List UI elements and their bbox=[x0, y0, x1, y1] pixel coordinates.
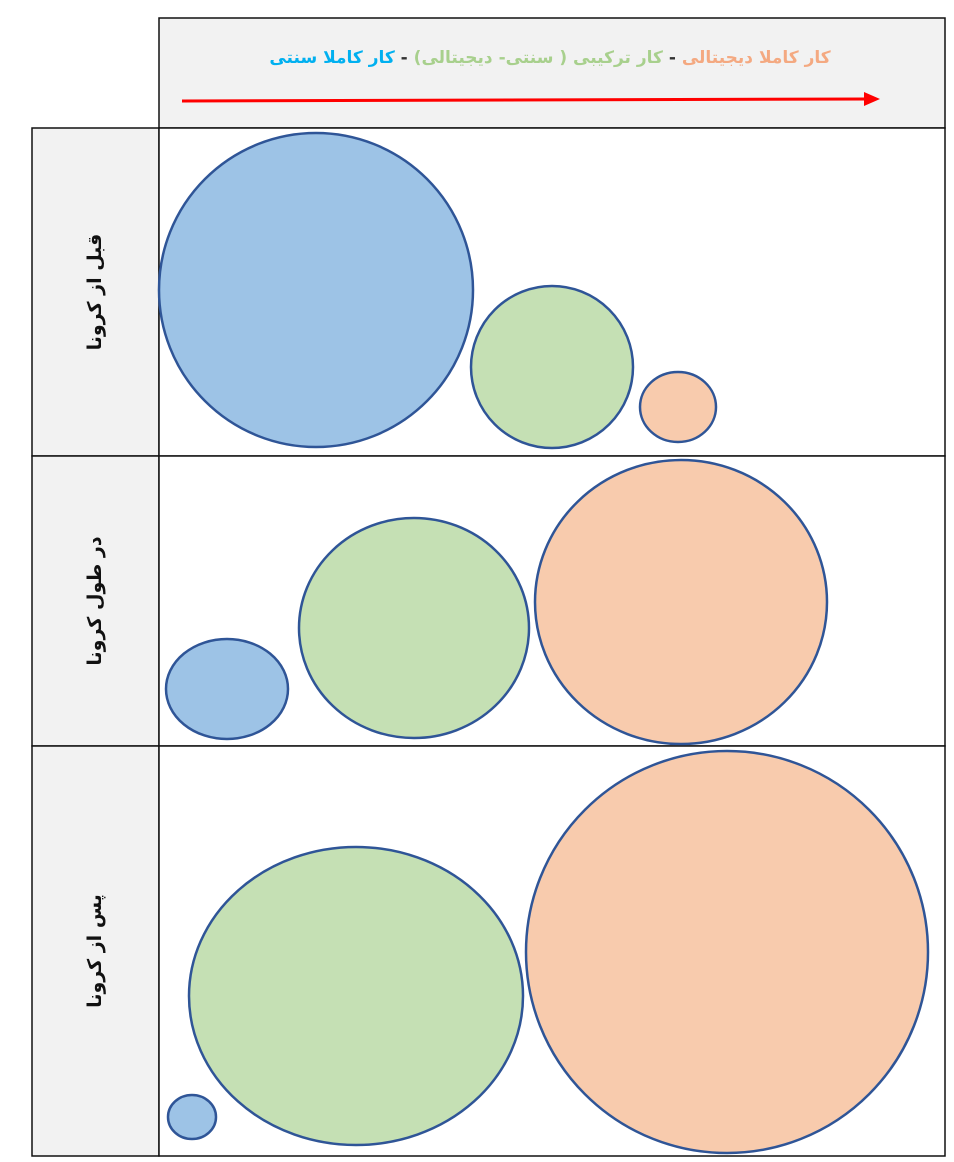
circle-during-traditional bbox=[164, 637, 290, 741]
header-cell bbox=[158, 17, 946, 129]
circle-during-digital bbox=[533, 458, 829, 746]
row-label-after: پس از کرونا bbox=[84, 894, 106, 1008]
circle-after-digital bbox=[524, 749, 930, 1155]
legend-hybrid: کار ترکیبی ( سنتی- دیجیتالی) bbox=[413, 48, 663, 68]
legend-separator: - bbox=[394, 48, 414, 68]
legend-header: کار کاملا دیجیتالی - کار ترکیبی ( سنتی- … bbox=[160, 38, 940, 78]
direction-arrow-line bbox=[181, 97, 869, 103]
label-cell-during bbox=[31, 455, 160, 747]
row-label-during: در طول کرونا bbox=[84, 536, 106, 666]
circle-before-hybrid bbox=[469, 284, 635, 450]
label-cell-after bbox=[31, 745, 160, 1157]
circle-during-hybrid bbox=[297, 516, 531, 740]
legend-traditional: کار کاملا سنتی bbox=[269, 48, 395, 68]
circle-after-traditional bbox=[166, 1093, 218, 1141]
direction-arrow-head bbox=[864, 92, 880, 106]
row-label-before: قبل از کرونا bbox=[84, 233, 106, 351]
circle-before-digital bbox=[638, 370, 718, 444]
label-cell-before bbox=[31, 127, 160, 457]
legend-digital: کار کاملا دیجیتالی bbox=[681, 48, 831, 68]
legend-separator: - bbox=[662, 48, 682, 68]
circle-before-traditional bbox=[157, 131, 475, 449]
circle-after-hybrid bbox=[187, 845, 525, 1147]
